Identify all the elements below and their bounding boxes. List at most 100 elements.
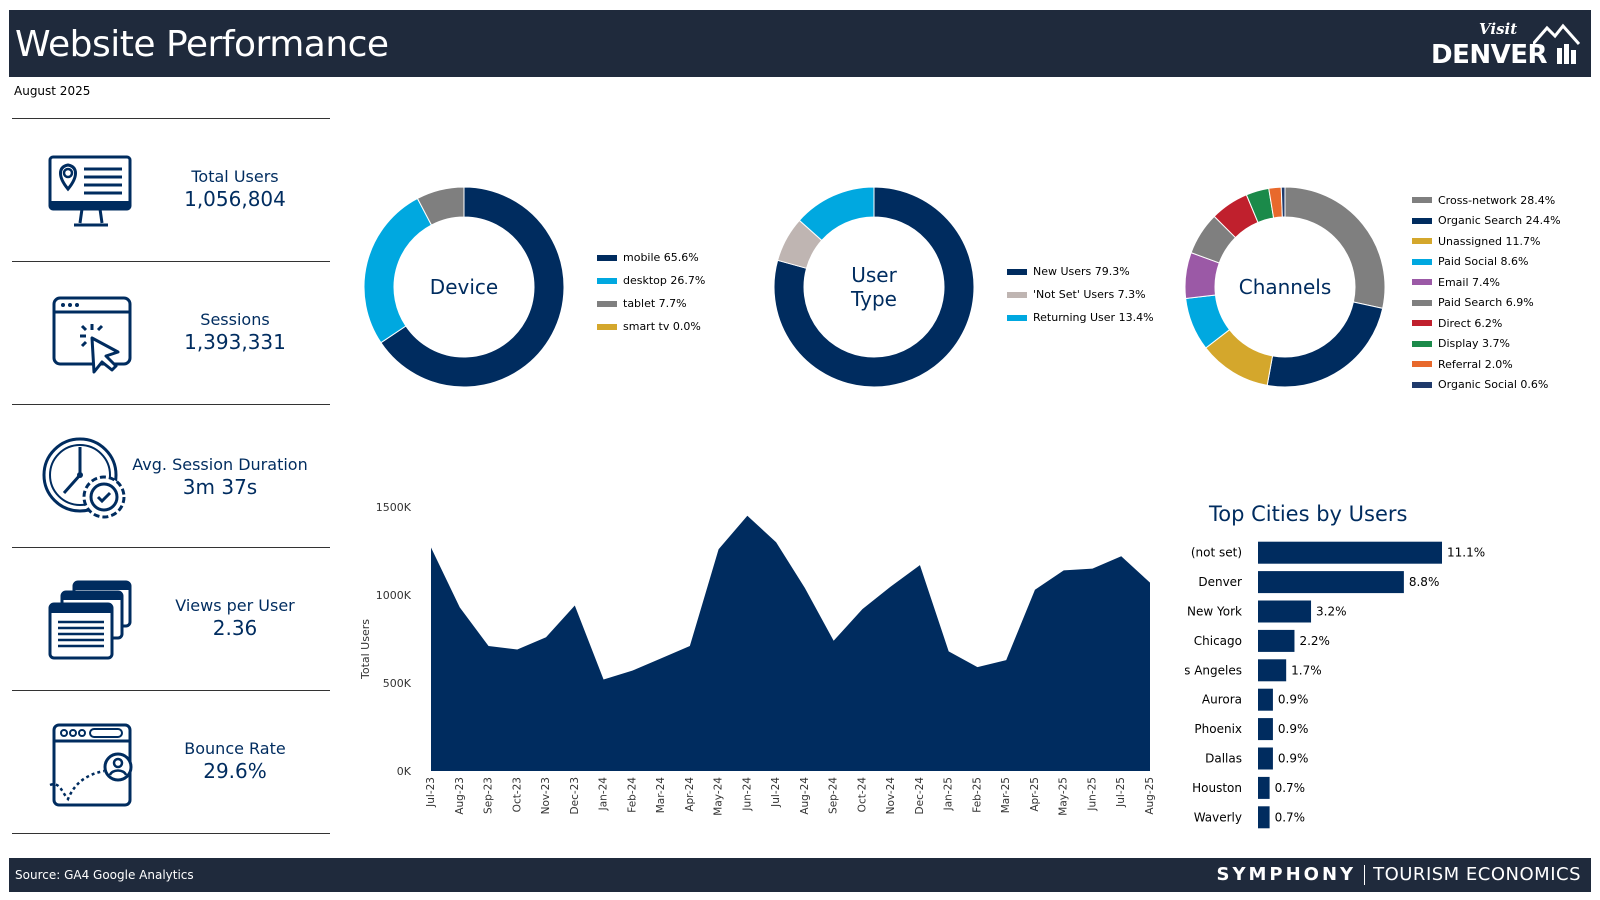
x-tick-label: Jan-25 bbox=[943, 777, 955, 811]
legend-item: Returning User 13.4% bbox=[1007, 306, 1154, 329]
browser-user-bounce-icon bbox=[49, 723, 133, 807]
city-bar bbox=[1258, 688, 1273, 711]
legend-label: Direct 6.2% bbox=[1438, 316, 1503, 330]
kpi-label: Total Users bbox=[191, 167, 279, 186]
city-value-label: 0.9% bbox=[1278, 693, 1309, 707]
legend-label: Unassigned 11.7% bbox=[1438, 234, 1541, 248]
channels-legend: Cross-network 28.4% Organic Search 24.4% U… bbox=[1412, 190, 1561, 395]
legend-item: Email 7.4% bbox=[1412, 272, 1561, 293]
device-donut-title: Device bbox=[429, 275, 499, 299]
city-bar bbox=[1258, 600, 1312, 623]
footer-bar: Source: GA4 Google Analytics SYMPHONY TO… bbox=[9, 858, 1591, 892]
donut-title-line: Type bbox=[851, 287, 897, 311]
donut-slice bbox=[416, 186, 465, 226]
legend-swatch bbox=[597, 300, 617, 307]
x-tick-label: Apr-24 bbox=[684, 777, 696, 812]
kpi-value: 3m 37s bbox=[182, 475, 258, 499]
x-tick-label: Oct-23 bbox=[511, 777, 523, 812]
x-tick-label: Sep-23 bbox=[483, 777, 495, 814]
city-value-label: 0.9% bbox=[1278, 722, 1309, 736]
legend-swatch bbox=[1007, 291, 1027, 298]
clock-gear-icon bbox=[42, 437, 126, 519]
x-tick-label: Mar-25 bbox=[1000, 777, 1012, 813]
donut-title-line: User bbox=[851, 263, 897, 287]
city-label: Phoenix bbox=[1194, 722, 1242, 736]
legend-swatch bbox=[1412, 381, 1432, 388]
channels-donut-chart: Channels bbox=[1183, 185, 1387, 389]
legend-swatch bbox=[1412, 299, 1432, 306]
legend-item: 'Not Set' Users 7.3% bbox=[1007, 283, 1154, 306]
donut-slice bbox=[380, 186, 565, 388]
legend-label: Email 7.4% bbox=[1438, 275, 1500, 289]
city-value-label: 0.7% bbox=[1275, 810, 1306, 824]
x-tick-label: Oct-24 bbox=[856, 777, 868, 813]
area-series bbox=[431, 515, 1150, 771]
x-tick-label: Mar-24 bbox=[655, 777, 667, 814]
brand-tourism-economics: TOURISM ECONOMICS bbox=[1373, 864, 1581, 885]
legend-item: Direct 6.2% bbox=[1412, 313, 1561, 334]
top-cities-bars: (not set) 11.1% Denver 8.8% New York 3.2% Chic… bbox=[1185, 541, 1485, 829]
donut-slice bbox=[1266, 301, 1384, 388]
x-tick-label: Aug-24 bbox=[799, 777, 811, 815]
legend-swatch bbox=[1412, 217, 1432, 224]
top-cities-chart: Top Cities by Users (not set) 11.1% Denver… bbox=[1185, 500, 1585, 840]
city-value-label: 8.8% bbox=[1409, 575, 1440, 589]
top-cities-title: Top Cities by Users bbox=[1209, 502, 1408, 526]
legend-swatch bbox=[597, 254, 617, 261]
city-value-label: 3.2% bbox=[1316, 605, 1347, 619]
legend-item: tablet 7.7% bbox=[597, 292, 705, 315]
city-label: Dallas bbox=[1205, 752, 1242, 766]
kpi-value: 29.6% bbox=[203, 759, 267, 783]
city-bar bbox=[1258, 806, 1270, 829]
x-tick-label: Feb-24 bbox=[626, 777, 638, 813]
x-tick-label: Nov-23 bbox=[540, 777, 552, 814]
y-tick-label: 1500K bbox=[376, 501, 412, 514]
kpi-divider bbox=[12, 118, 330, 119]
city-label: Aurora bbox=[1202, 693, 1242, 707]
city-label: Denver bbox=[1198, 575, 1242, 589]
channels-donut bbox=[1184, 186, 1386, 388]
city-label: Chicago bbox=[1194, 634, 1242, 648]
user-type-donut-title: User Type bbox=[772, 263, 976, 311]
x-tick-label: Feb-25 bbox=[971, 777, 983, 813]
brand-logo: SYMPHONY TOURISM ECONOMICS bbox=[1217, 864, 1581, 885]
visit-denver-logo: Visit DENVER bbox=[1431, 20, 1581, 70]
legend-label: Paid Social 8.6% bbox=[1438, 255, 1529, 269]
logo-denver-text: DENVER bbox=[1431, 40, 1548, 70]
legend-item: New Users 79.3% bbox=[1007, 260, 1154, 283]
mountain-icon bbox=[1533, 23, 1581, 64]
legend-label: mobile 65.6% bbox=[623, 251, 699, 264]
user-type-donut bbox=[773, 186, 975, 388]
y-tick-label: 0K bbox=[397, 765, 412, 778]
legend-swatch bbox=[1007, 268, 1027, 275]
brand-symphony: SYMPHONY bbox=[1216, 864, 1357, 885]
channels-donut-title: Channels bbox=[1238, 275, 1332, 299]
kpi-avg-session-duration: Avg. Session Duration 3m 37s bbox=[12, 405, 330, 548]
legend-label: 'Not Set' Users 7.3% bbox=[1033, 288, 1146, 301]
legend-swatch bbox=[1412, 320, 1432, 327]
city-label: (not set) bbox=[1191, 546, 1242, 560]
kpi-sessions: Sessions 1,393,331 bbox=[12, 262, 330, 405]
kpi-value: 2.36 bbox=[212, 616, 258, 640]
legend-swatch bbox=[597, 277, 617, 284]
x-tick-label: Jul-23 bbox=[425, 777, 437, 808]
x-tick-label: Sep-24 bbox=[828, 777, 840, 814]
city-bar bbox=[1258, 659, 1287, 682]
kpi-label: Sessions bbox=[200, 310, 270, 329]
legend-item: Referral 2.0% bbox=[1412, 354, 1561, 375]
donut-slice bbox=[798, 186, 875, 242]
city-bar bbox=[1258, 571, 1404, 594]
city-label: Waverly bbox=[1194, 810, 1242, 824]
legend-swatch bbox=[1412, 238, 1432, 245]
x-tick-label: May-25 bbox=[1058, 777, 1070, 816]
legend-label: Cross-network 28.4% bbox=[1438, 193, 1556, 207]
legend-item: Organic Social 0.6% bbox=[1412, 375, 1561, 396]
total-users-area-chart: 0K 500K 1000K 1500K Jul-23 Aug-23 Sep-23 Oct-23… bbox=[359, 501, 1156, 816]
legend-label: Returning User 13.4% bbox=[1033, 311, 1154, 324]
device-donut bbox=[363, 186, 565, 388]
kpi-views-per-user: Views per User 2.36 bbox=[12, 548, 330, 691]
user-type-legend: New Users 79.3% 'Not Set' Users 7.3% Retur… bbox=[1007, 260, 1154, 329]
city-value-label: 0.7% bbox=[1275, 781, 1306, 795]
x-tick-label: Jul-25 bbox=[1115, 777, 1127, 808]
donut-slice bbox=[773, 186, 975, 388]
